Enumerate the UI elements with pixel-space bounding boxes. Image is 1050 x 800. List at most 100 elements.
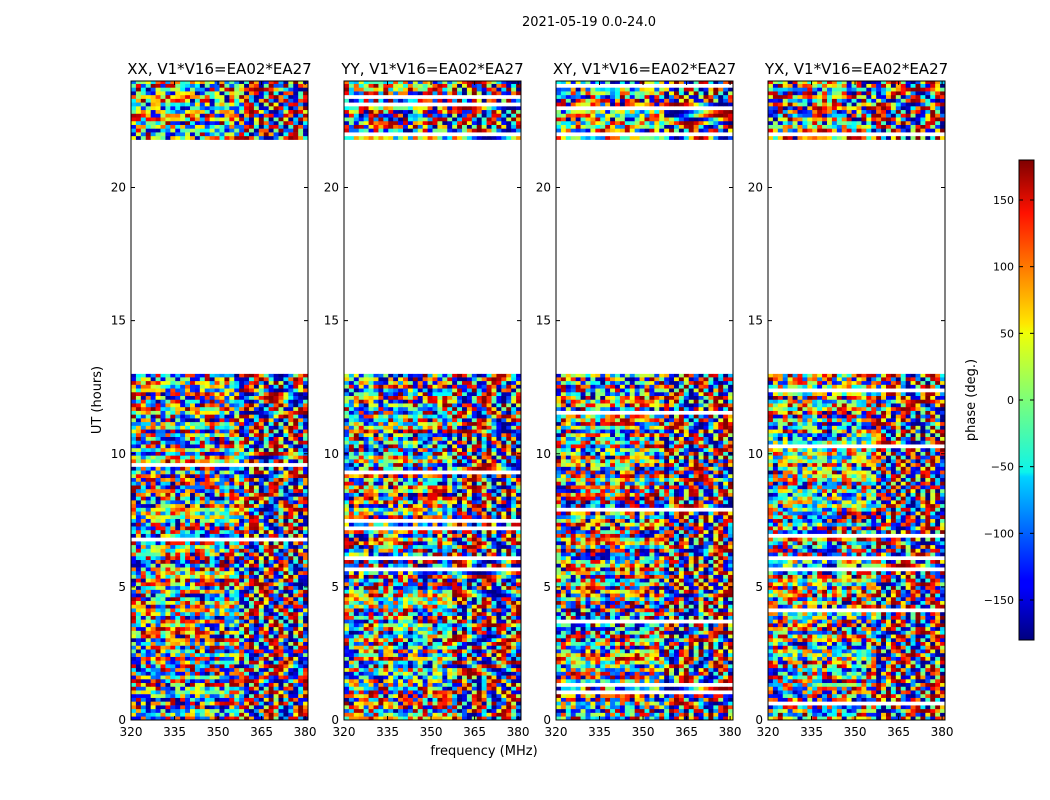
heatmap-cell [283, 113, 289, 118]
heatmap-cell [268, 132, 274, 137]
heatmap-cell [209, 697, 215, 702]
heatmap-cell [283, 716, 289, 721]
heatmap-cell [486, 686, 492, 691]
heatmap-cell [150, 406, 156, 411]
heatmap-cell [175, 716, 181, 721]
heatmap-cell [353, 664, 360, 669]
heatmap-cell [180, 135, 186, 140]
heatmap-cell [224, 83, 230, 88]
heatmap-cell [278, 492, 284, 497]
heatmap-cell [457, 671, 463, 676]
heatmap-cell [268, 514, 274, 520]
heatmap-cell [288, 518, 294, 523]
heatmap-cell [160, 682, 166, 687]
heatmap-cell [268, 377, 274, 382]
heatmap-cell [249, 87, 255, 92]
heatmap-cell [344, 664, 350, 669]
heatmap-cell [293, 567, 299, 572]
heatmap-cell [165, 432, 171, 438]
heatmap-cell [278, 544, 284, 549]
heatmap-cell [288, 701, 294, 706]
heatmap-cell [378, 708, 384, 713]
heatmap-cell [273, 541, 279, 546]
heatmap-cell [344, 637, 350, 643]
heatmap-cell [288, 570, 294, 575]
heatmap-cell [268, 600, 274, 605]
heatmap-cell [344, 634, 350, 639]
heatmap-cell [224, 120, 230, 125]
heatmap-cell [293, 91, 299, 96]
heatmap-cell [180, 514, 186, 520]
heatmap-cell [234, 693, 240, 698]
heatmap-cell [437, 693, 443, 698]
heatmap-cell [283, 664, 289, 669]
heatmap-cell [481, 634, 487, 639]
heatmap-cell [190, 473, 196, 479]
heatmap-cell [244, 544, 250, 549]
heatmap-cell [160, 488, 166, 493]
heatmap-cell [145, 451, 151, 456]
heatmap-cell [298, 459, 304, 464]
heatmap-cell [244, 503, 250, 508]
heatmap-cell [194, 135, 201, 140]
heatmap-cell [452, 682, 458, 687]
heatmap-cell [263, 660, 269, 665]
heatmap-cell [427, 705, 433, 710]
heatmap-cell [273, 596, 279, 602]
heatmap-cell [135, 716, 142, 721]
heatmap-cell [457, 716, 463, 721]
heatmap-cell [185, 425, 191, 430]
heatmap-cell [288, 623, 294, 628]
heatmap-cell [253, 682, 260, 687]
heatmap-cell [466, 630, 473, 635]
heatmap-cell [219, 440, 225, 445]
heatmap-cell [407, 634, 414, 639]
heatmap-cell [278, 697, 284, 702]
heatmap-cell [194, 488, 201, 493]
heatmap-cell [278, 675, 284, 680]
heatmap-cell [344, 693, 350, 698]
heatmap-cell [145, 712, 151, 717]
heatmap-cell [303, 697, 309, 702]
heatmap-cell [214, 686, 220, 691]
heatmap-cell [185, 132, 191, 137]
heatmap-cell [249, 682, 255, 687]
heatmap-cell [273, 563, 279, 568]
heatmap-cell [190, 693, 196, 698]
heatmap-cell [239, 380, 245, 385]
heatmap-cell [170, 459, 176, 464]
heatmap-cell [199, 712, 206, 717]
heatmap-cell [155, 641, 161, 646]
heatmap-cell [165, 98, 171, 103]
heatmap-cell [204, 391, 210, 397]
heatmap-cell [160, 567, 166, 572]
heatmap-cell [283, 544, 289, 549]
heatmap-cell [214, 496, 220, 501]
heatmap-cell [190, 83, 196, 88]
heatmap-cell [209, 582, 215, 587]
heatmap-cell [199, 470, 206, 475]
heatmap-cell [403, 637, 409, 643]
heatmap-cell [175, 459, 181, 464]
heatmap-cell [303, 541, 309, 546]
heatmap-cell [140, 418, 147, 423]
heatmap-cell [348, 652, 355, 657]
heatmap-cell [244, 593, 250, 598]
heatmap-cell [165, 94, 171, 99]
heatmap-cell [145, 391, 151, 397]
heatmap-cell [303, 716, 309, 721]
heatmap-cell [303, 436, 309, 441]
heatmap-cell [263, 485, 269, 490]
heatmap-cell [135, 113, 142, 118]
heatmap-cell [194, 541, 201, 546]
heatmap-cell [511, 634, 517, 639]
heatmap-cell [249, 708, 255, 713]
heatmap-cell [155, 106, 161, 111]
heatmap-cell [219, 113, 225, 118]
heatmap-cell [417, 626, 423, 631]
heatmap-cell [175, 113, 181, 118]
heatmap-cell [204, 466, 210, 471]
heatmap-cell [145, 693, 151, 698]
heatmap-cell [224, 132, 230, 137]
heatmap-cell [209, 574, 215, 579]
